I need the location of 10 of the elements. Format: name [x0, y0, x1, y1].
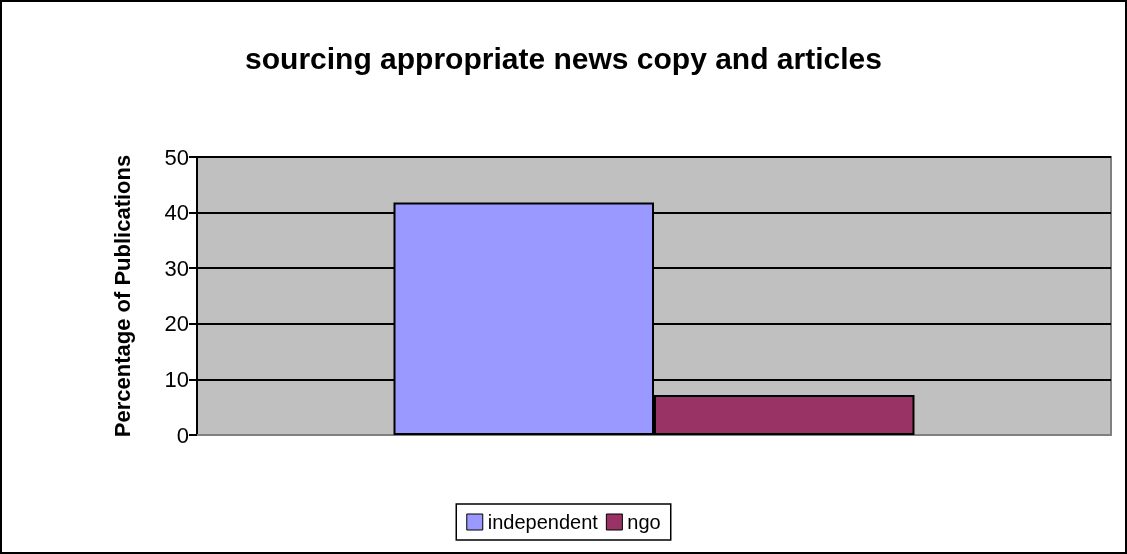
y-axis-title: Percentage of Publications	[109, 154, 135, 438]
chart-title: sourcing appropriate news copy and articles	[245, 41, 882, 75]
y-tick-label: 50	[164, 144, 189, 170]
legend-label: independent	[487, 511, 599, 533]
legend-label: ngo	[627, 511, 661, 533]
y-tick-label: 30	[164, 255, 189, 281]
y-tick-label: 10	[164, 366, 189, 392]
y-tick-label: 0	[176, 422, 189, 448]
y-tick-label: 40	[164, 200, 189, 226]
y-tick-label: 20	[164, 311, 189, 337]
